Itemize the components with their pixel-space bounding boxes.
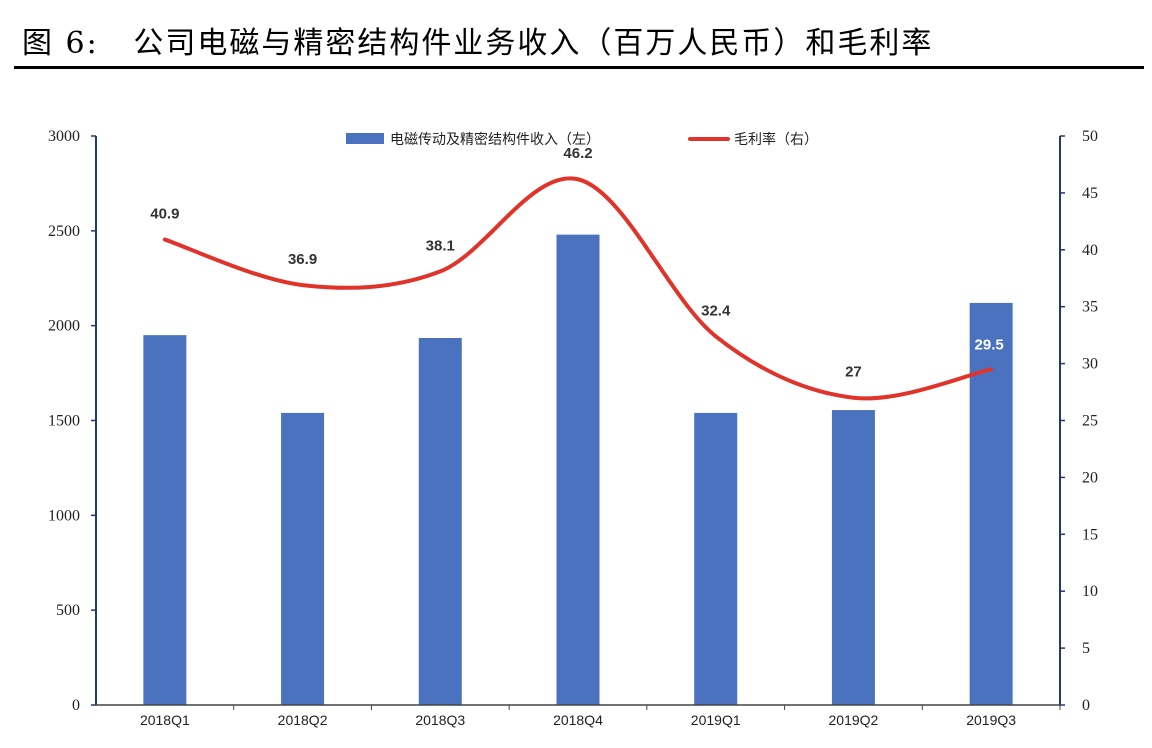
legend-label-bar: 电磁传动及精密结构件收入（左） <box>390 131 600 148</box>
left-tick-label: 2000 <box>48 318 80 335</box>
x-tick-label: 2019Q2 <box>829 712 879 728</box>
right-tick-label: 20 <box>1082 469 1098 486</box>
legend-label-line: 毛利率（右） <box>734 131 818 148</box>
line-point-2019Q2 <box>851 396 855 400</box>
bar-2019Q3 <box>969 302 1013 705</box>
data-labels: 40.9 36.9 38.1 46.2 32.4 27 29.5 <box>150 145 1003 380</box>
right-tick-label: 35 <box>1082 299 1098 316</box>
right-tick-label: 45 <box>1082 185 1098 202</box>
line-point-2019Q3 <box>989 367 993 371</box>
chart-legend: 电磁传动及精密结构件收入（左） 毛利率（右） <box>346 131 818 148</box>
data-label-2019Q1: 32.4 <box>701 302 731 319</box>
left-tick-label: 0 <box>72 697 80 714</box>
right-tick-label: 40 <box>1082 242 1098 259</box>
chart-axes: 0 500 1000 1500 2000 2500 3000 0 5 10 15 20 25 30 35 40… <box>48 128 1098 728</box>
left-tick-label: 500 <box>56 602 80 619</box>
data-label-2018Q2: 36.9 <box>288 251 317 268</box>
figure-title: 图 6: 公司电磁与精密结构件业务收入（百万人民币）和毛利率 <box>22 18 933 62</box>
line-point-2018Q1 <box>163 238 167 242</box>
bar-2018Q1 <box>143 335 187 705</box>
data-label-2018Q4: 46.2 <box>563 145 592 162</box>
right-tick-label: 15 <box>1082 526 1098 543</box>
x-tick-label: 2018Q2 <box>278 712 328 728</box>
right-tick-label: 25 <box>1082 413 1098 430</box>
bar-2018Q4 <box>556 234 600 706</box>
figure-label: 图 6: <box>22 26 99 61</box>
right-tick-label: 5 <box>1082 640 1090 657</box>
data-label-2019Q2: 27 <box>845 364 862 381</box>
data-label-2019Q3: 29.5 <box>975 336 1004 353</box>
x-tick-label: 2018Q1 <box>140 712 190 728</box>
x-tick-label: 2018Q4 <box>553 712 603 728</box>
left-tick-label: 2500 <box>48 223 80 240</box>
bar-2018Q3 <box>418 337 462 705</box>
bar-2018Q2 <box>281 412 325 705</box>
right-tick-label: 0 <box>1082 697 1090 714</box>
right-tick-label: 30 <box>1082 356 1098 373</box>
line-point-2018Q3 <box>438 269 442 273</box>
bar-2019Q1 <box>694 412 738 705</box>
bar-2019Q2 <box>831 410 875 705</box>
right-tick-label: 10 <box>1082 583 1098 600</box>
left-tick-label: 3000 <box>48 128 80 145</box>
line-point-2018Q4 <box>576 177 580 181</box>
left-tick-label: 1000 <box>48 507 80 524</box>
left-tick-label: 1500 <box>48 413 80 430</box>
x-tick-label: 2019Q3 <box>966 712 1016 728</box>
x-tick-label: 2018Q3 <box>415 712 465 728</box>
line-point-2019Q1 <box>714 334 718 338</box>
legend-swatch-bar <box>346 133 384 144</box>
data-label-2018Q1: 40.9 <box>150 206 179 223</box>
bar-series <box>143 234 1013 706</box>
line-point-2018Q2 <box>301 283 305 287</box>
line-series <box>162 176 994 401</box>
title-divider <box>14 66 1144 69</box>
x-tick-label: 2019Q1 <box>691 712 741 728</box>
data-label-2018Q3: 38.1 <box>426 237 455 254</box>
right-tick-label: 50 <box>1082 128 1098 145</box>
figure-title-text: 公司电磁与精密结构件业务收入（百万人民币）和毛利率 <box>133 26 934 61</box>
